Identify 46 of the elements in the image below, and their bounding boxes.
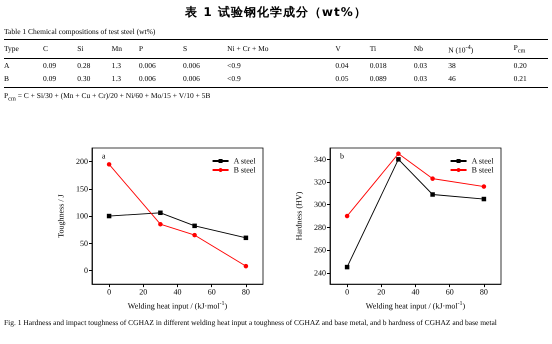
y-tick-label: 0 (84, 266, 88, 275)
point (244, 236, 248, 240)
point (192, 224, 197, 228)
y-tick-label: 240 (314, 268, 326, 278)
legend-label: B steel (472, 166, 494, 174)
y-tick-label: 100 (76, 212, 88, 221)
point (482, 184, 486, 189)
point (192, 232, 197, 238)
y-tick-label: 150 (76, 184, 88, 194)
x-tick-label: 60 (208, 288, 216, 297)
point (106, 214, 112, 218)
x-tick-label: 20 (139, 288, 148, 297)
y-axis-title: Hardness (HV) (294, 191, 304, 240)
point (344, 214, 350, 218)
y-tick-label: 260 (314, 246, 326, 255)
legend-label: A steel (234, 156, 256, 166)
y-tick-label: 200 (76, 157, 88, 166)
point (430, 192, 435, 197)
x-tick-label: 60 (446, 288, 454, 297)
x-tick-label: 80 (242, 288, 250, 297)
text: 表 1 试验钢化学成分（wt%） (184, 4, 368, 21)
y-tick-label: 340 (314, 154, 326, 164)
point (244, 264, 248, 268)
point (482, 196, 486, 202)
x-tick-label: 0 (345, 288, 350, 297)
point (106, 162, 112, 167)
point (158, 222, 163, 226)
annotation: a (102, 152, 106, 160)
y-tick-label: 320 (314, 178, 326, 187)
point (396, 151, 401, 156)
y-axis-title: Toughness / J (56, 194, 66, 238)
x-tick-label: 40 (412, 288, 420, 297)
annotation: b (340, 152, 344, 160)
point (396, 157, 401, 162)
x-tick-label: 20 (377, 288, 386, 297)
y-tick-label: 50 (80, 238, 88, 248)
x-tick-label: 0 (107, 288, 112, 297)
legend-label: A steel (472, 156, 494, 166)
x-tick-label: 40 (174, 288, 182, 297)
y-tick-label: 300 (314, 200, 326, 210)
point (158, 210, 163, 216)
y-tick-label: 280 (314, 222, 326, 232)
point (430, 176, 435, 181)
legend-label: B steel (234, 166, 256, 174)
point (344, 264, 350, 270)
x-tick-label: 80 (480, 288, 488, 297)
